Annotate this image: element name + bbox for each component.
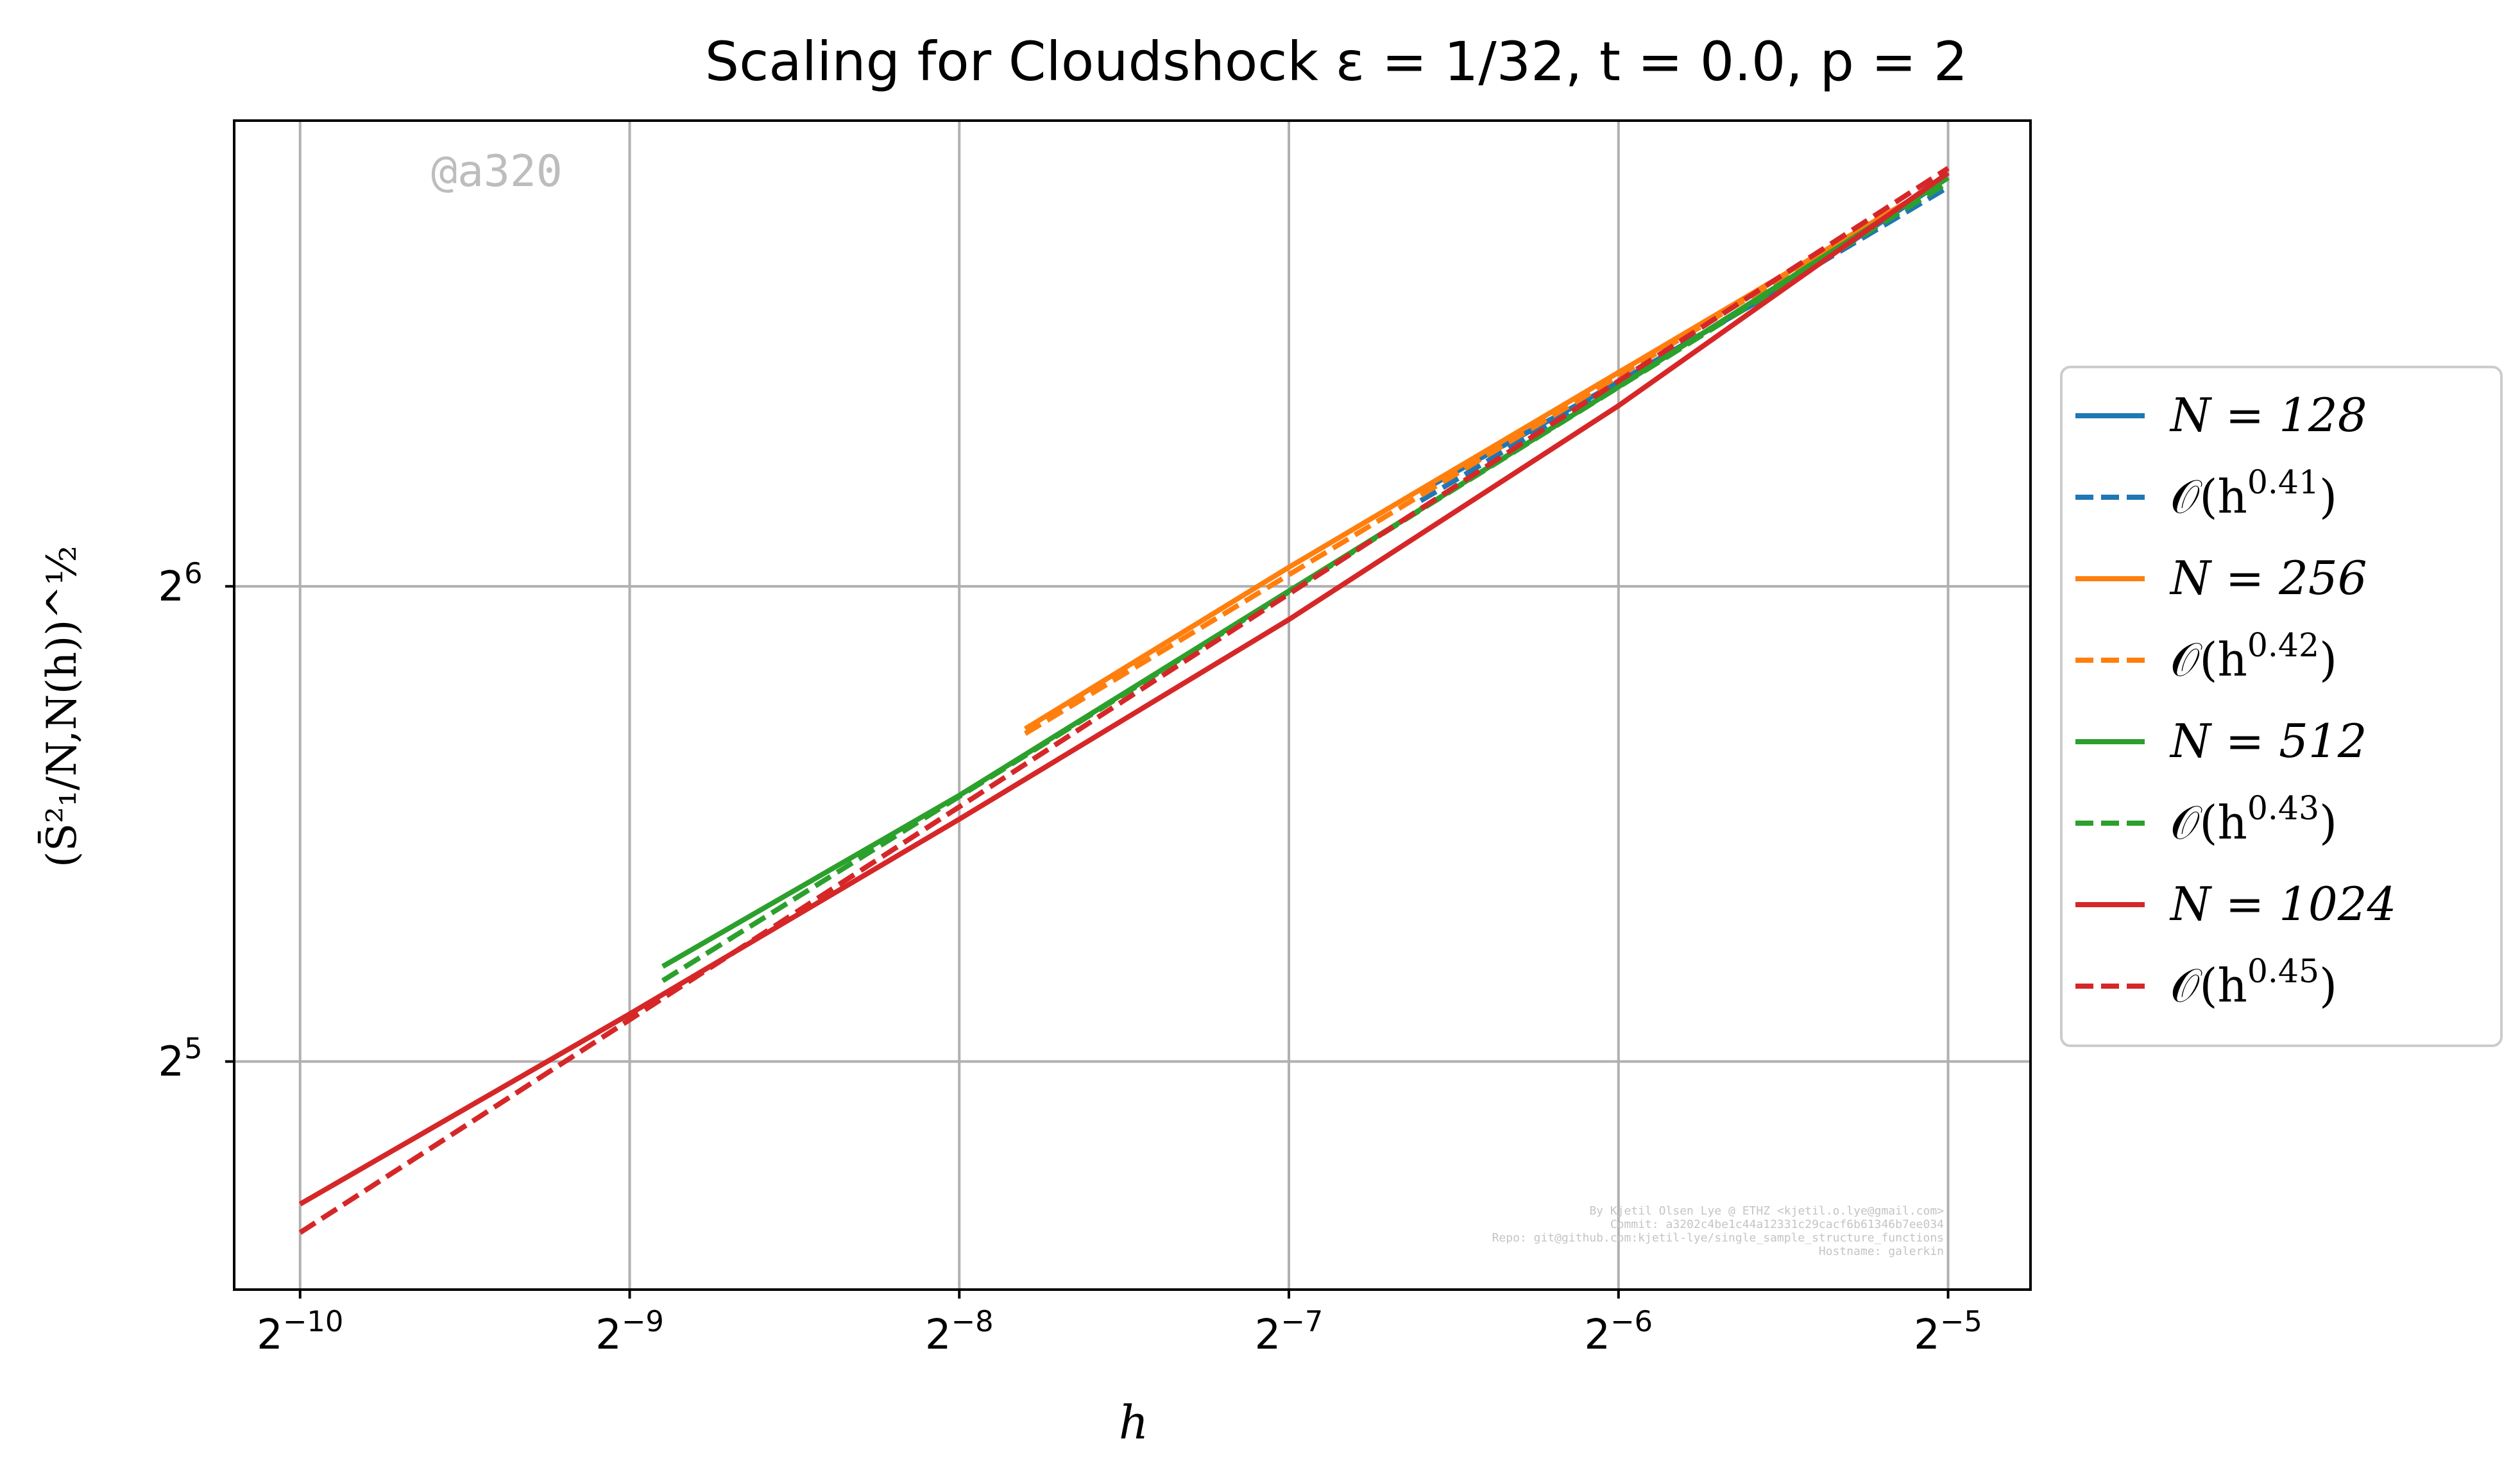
watermark-tag: @a320 bbox=[431, 146, 563, 197]
y-tick-label: 26 bbox=[158, 556, 202, 611]
series-line-o-h-0-45-fit bbox=[298, 166, 1950, 1235]
y-tick-label: 25 bbox=[158, 1032, 202, 1086]
series-line-n-1024 bbox=[298, 171, 1950, 1207]
legend-label: 𝒪(h0.41) bbox=[2170, 463, 2337, 524]
credit-line: Commit: a3202c4be1c44a12331c29cacf6b6134… bbox=[1610, 1218, 1944, 1231]
legend-label: N = 512 bbox=[2169, 714, 2367, 768]
footer-credits: By Kjetil Olsen Lye @ ETHZ <kjetil.o.lye… bbox=[1492, 1204, 1945, 1258]
series-line-n-512 bbox=[661, 175, 1950, 969]
x-axis-label: h bbox=[1119, 1395, 1148, 1449]
legend-label: N = 128 bbox=[2169, 388, 2367, 442]
x-tick-label: 2−5 bbox=[1914, 1304, 1982, 1359]
credit-line: Repo: git@github.com:kjetil-lye/single_s… bbox=[1492, 1231, 1944, 1245]
legend-label: 𝒪(h0.43) bbox=[2170, 789, 2337, 849]
chart-title: Scaling for Cloudshock ε = 1/32, t = 0.0… bbox=[705, 30, 1968, 93]
plot-frame bbox=[233, 119, 2032, 1291]
y-axis-label: (S̄²₁/N,N(h))^½ bbox=[37, 545, 86, 867]
x-tick-label: 2−6 bbox=[1584, 1304, 1653, 1359]
legend-label: N = 256 bbox=[2169, 551, 2367, 605]
series-layer bbox=[298, 166, 1950, 1235]
legend: N = 128 𝒪(h0.41) N = 256 𝒪(h0.42) N = 512 𝒪(h… bbox=[2060, 366, 2503, 1047]
credit-line: Hostname: galerkin bbox=[1819, 1245, 1944, 1258]
ticks: 2−10 2−9 2−8 2−7 2−6 2−5 25 26 bbox=[158, 556, 1982, 1359]
legend-label: 𝒪(h0.45) bbox=[2170, 952, 2337, 1012]
x-tick-label: 2−8 bbox=[925, 1304, 994, 1359]
legend-label: 𝒪(h0.42) bbox=[2170, 626, 2337, 687]
grid bbox=[234, 121, 2030, 1290]
x-tick-label: 2−9 bbox=[595, 1304, 664, 1359]
x-tick-label: 2−10 bbox=[257, 1304, 343, 1359]
legend-box bbox=[2060, 366, 2503, 1047]
credit-line: By Kjetil Olsen Lye @ ETHZ <kjetil.o.lye… bbox=[1589, 1204, 1944, 1218]
x-tick-label: 2−7 bbox=[1255, 1304, 1324, 1359]
legend-label: N = 1024 bbox=[2169, 877, 2396, 931]
